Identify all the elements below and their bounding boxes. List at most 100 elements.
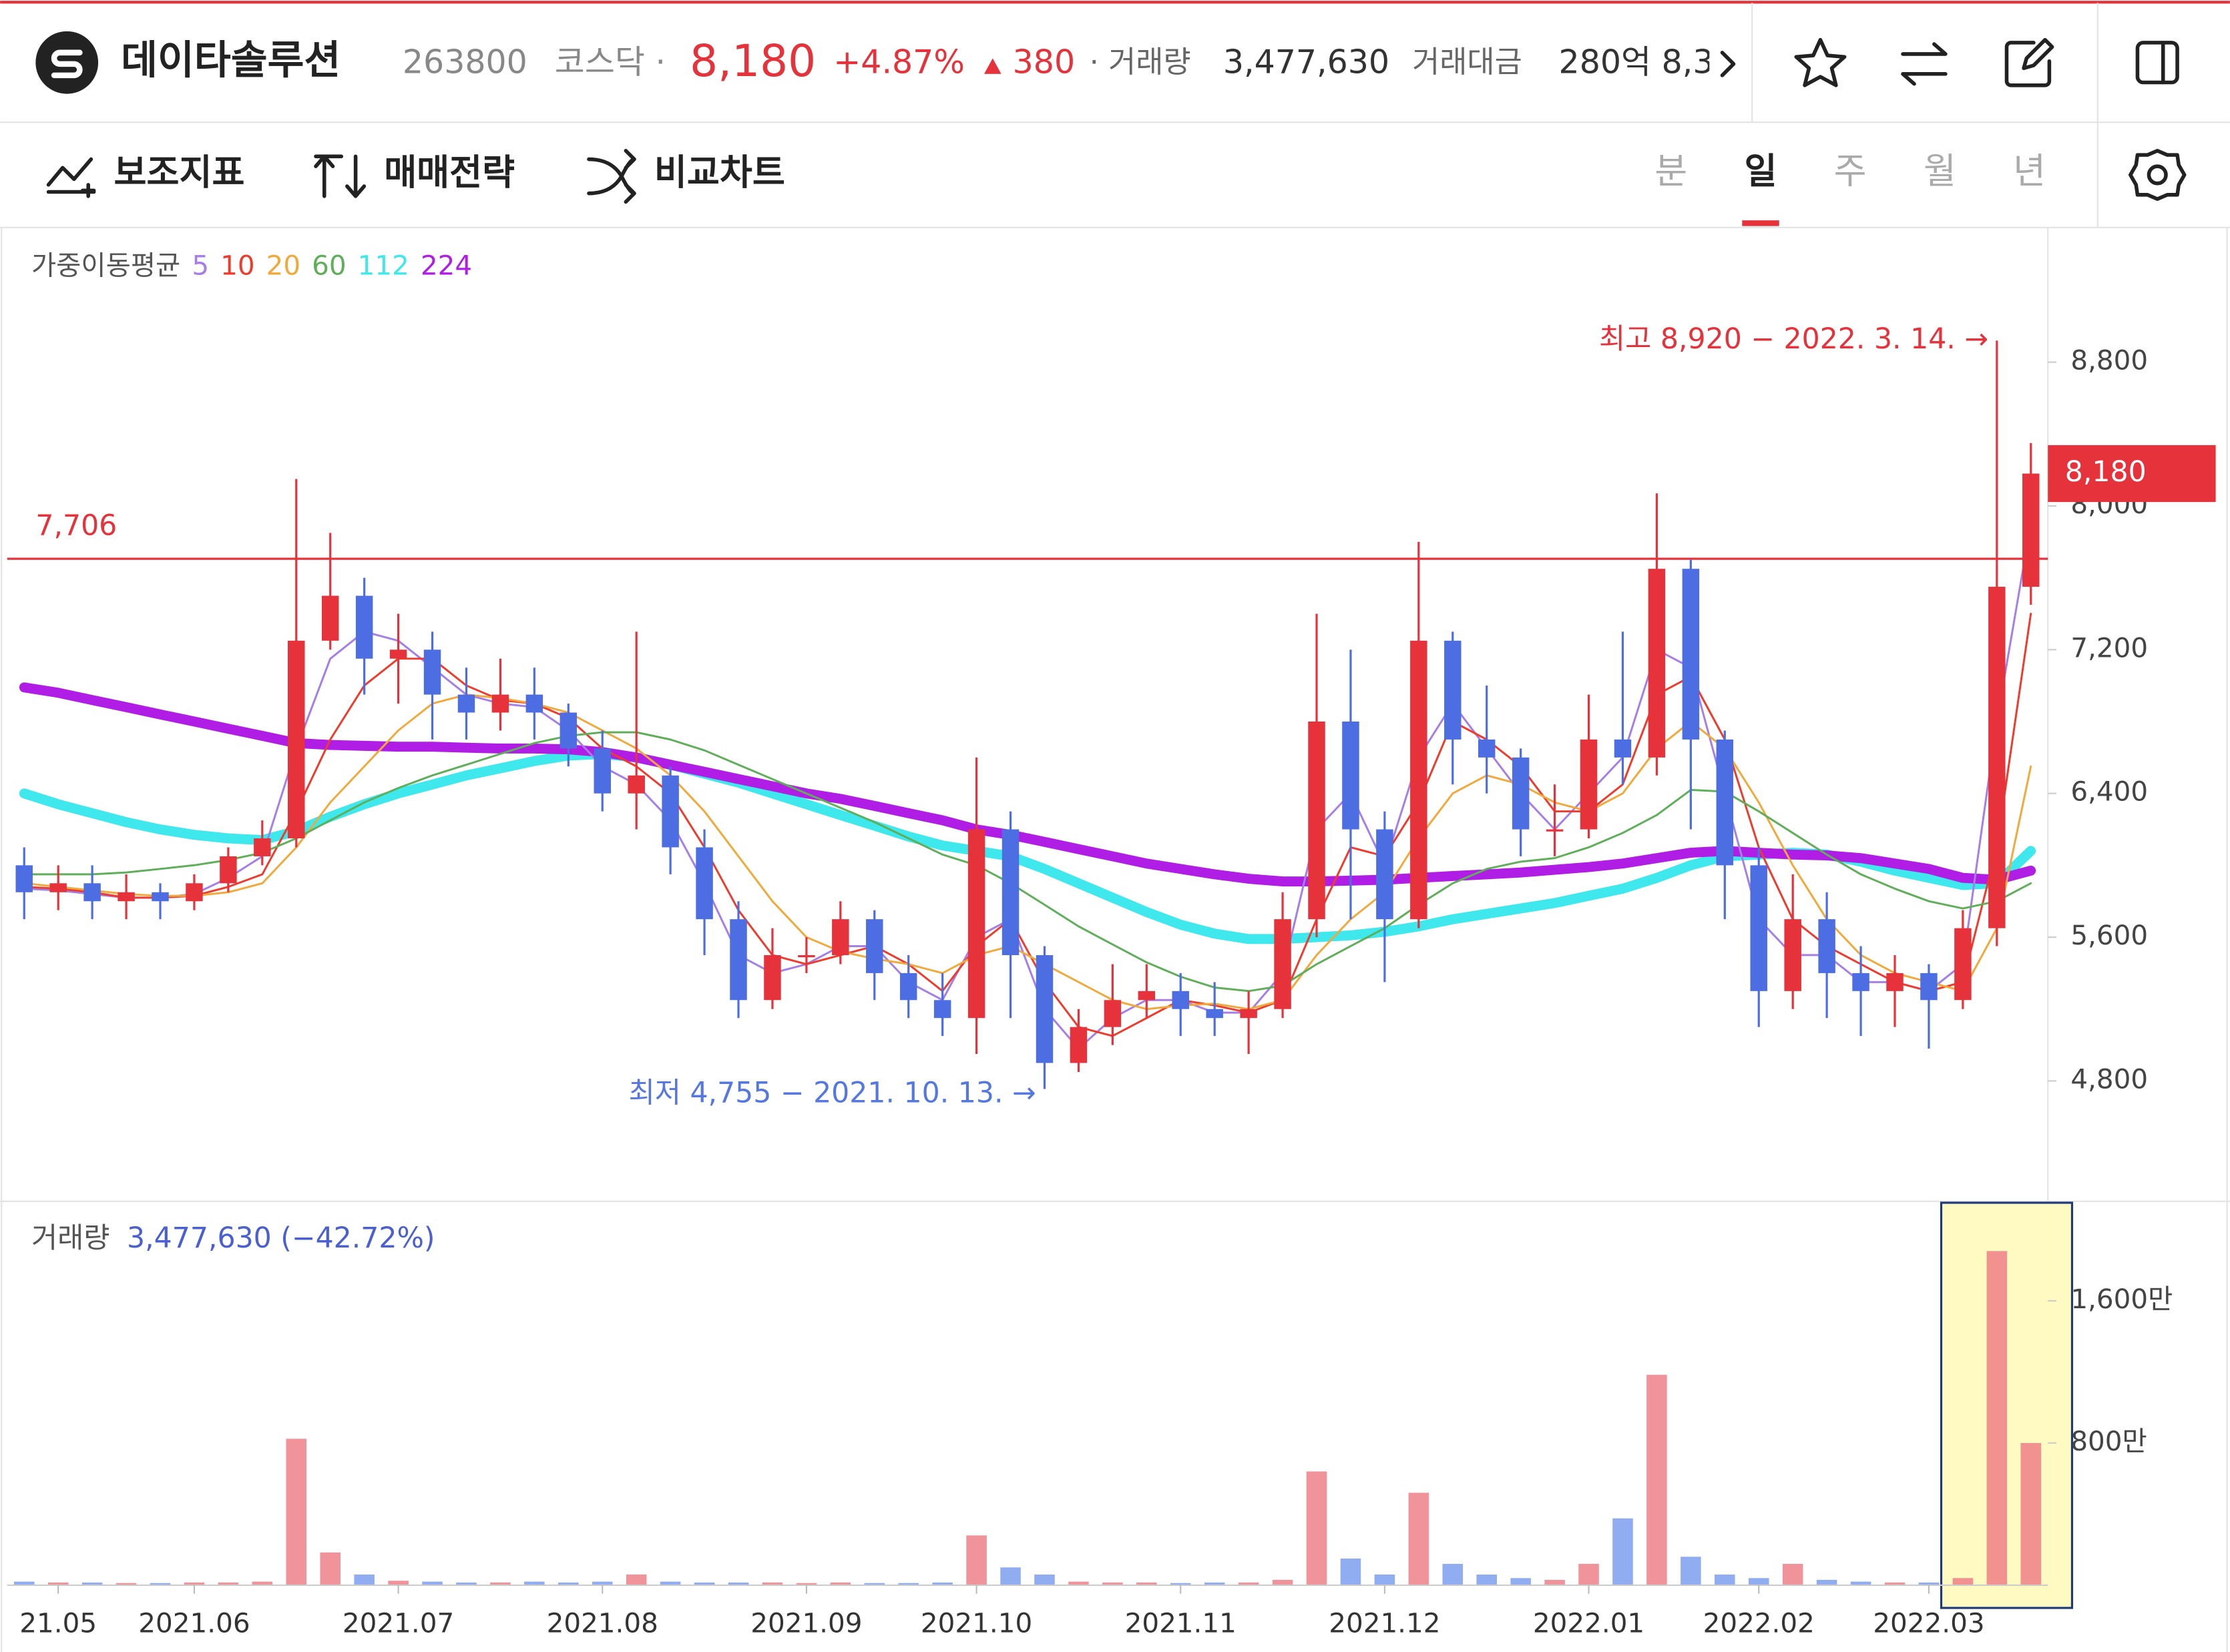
market: 코스닥 · bbox=[555, 43, 666, 81]
candle-body bbox=[1342, 722, 1359, 830]
candle-body bbox=[1784, 919, 1801, 991]
candle-body bbox=[2022, 473, 2040, 587]
candle-body bbox=[118, 892, 135, 902]
volume-bar bbox=[1952, 1578, 1974, 1585]
candle-body bbox=[1240, 1009, 1257, 1019]
candle-body bbox=[1920, 973, 1938, 1001]
candle-body bbox=[491, 694, 509, 713]
candle-body bbox=[423, 649, 441, 695]
volume-bar bbox=[150, 1583, 171, 1585]
settings-icon[interactable] bbox=[2129, 149, 2187, 201]
volume-bar bbox=[1102, 1582, 1123, 1585]
volume-title: 거래량 bbox=[31, 1221, 110, 1255]
volume-bar bbox=[830, 1582, 851, 1585]
period-tab[interactable]: 년 bbox=[2013, 150, 2046, 192]
stock-name: 데이타솔루션 bbox=[121, 37, 341, 83]
annotation: 최저 4,755 − 2021. 10. 13. → bbox=[629, 1077, 1036, 1110]
reference-label: 7,706 bbox=[35, 509, 117, 543]
candle-body bbox=[15, 865, 33, 892]
compare-icon bbox=[587, 149, 636, 204]
y-tick-label: 7,200 bbox=[2070, 631, 2148, 663]
x-tick-label: 2022.01 bbox=[1533, 1607, 1644, 1639]
x-tick-label: 2021.07 bbox=[343, 1607, 454, 1639]
y-tick-label: 5,600 bbox=[2070, 919, 2148, 951]
candle-body bbox=[1001, 829, 1020, 955]
period-tab[interactable]: 일 bbox=[1745, 150, 1777, 192]
x-tick-label: 2021.06 bbox=[138, 1607, 250, 1639]
candle-body bbox=[1138, 991, 1156, 1001]
legend-entry: 60 bbox=[312, 249, 346, 281]
favorite-icon[interactable] bbox=[1794, 37, 1847, 87]
swap-icon[interactable] bbox=[1901, 42, 1948, 86]
candle-body bbox=[1546, 829, 1564, 832]
candle-body bbox=[594, 748, 611, 794]
volume: 3,477,630 bbox=[1223, 43, 1389, 81]
tool[interactable]: 비교차트 bbox=[654, 152, 785, 194]
candle-body bbox=[525, 694, 543, 713]
tool[interactable]: 보조지표 bbox=[114, 152, 245, 194]
edit-icon[interactable] bbox=[2004, 37, 2054, 87]
volume-bar bbox=[184, 1582, 205, 1585]
volume-bar bbox=[1544, 1579, 1565, 1585]
change-pct: +4.87% bbox=[833, 43, 965, 81]
volume-bar bbox=[1681, 1557, 1701, 1585]
candle-body bbox=[1614, 739, 1632, 758]
candle-body bbox=[866, 919, 883, 973]
volume-bar bbox=[1306, 1471, 1327, 1585]
legend-entry: 20 bbox=[266, 249, 300, 281]
volume-bar bbox=[13, 1581, 35, 1585]
strategy-icon bbox=[314, 154, 367, 198]
volume-bar bbox=[1374, 1574, 1395, 1585]
legend-entry: 112 bbox=[358, 249, 409, 281]
x-tick-label: 2021.09 bbox=[750, 1607, 862, 1639]
volume-bar bbox=[252, 1581, 273, 1585]
volume-bar bbox=[1170, 1583, 1191, 1585]
volume-bar bbox=[728, 1582, 749, 1585]
tool[interactable]: 매매전략 bbox=[384, 152, 515, 194]
price: 8,180 bbox=[690, 35, 816, 87]
moving-average bbox=[19, 682, 2036, 887]
x-tick-label: 2021.11 bbox=[1125, 1607, 1237, 1639]
volume-bar bbox=[1340, 1558, 1361, 1585]
candle-body bbox=[1512, 757, 1530, 830]
volume-bar bbox=[456, 1582, 477, 1585]
volume-bar bbox=[1000, 1567, 1021, 1585]
candle-body bbox=[49, 883, 67, 892]
more-arrow[interactable] bbox=[1720, 51, 1736, 77]
volume-bar bbox=[966, 1535, 987, 1585]
legend-entry: 5 bbox=[192, 249, 209, 281]
candle-body bbox=[1988, 587, 2006, 928]
period-tab[interactable]: 분 bbox=[1654, 150, 1687, 192]
x-tick-label: 2021.10 bbox=[921, 1607, 1032, 1639]
volume-bar bbox=[354, 1574, 375, 1585]
last-price-tag bbox=[2048, 445, 2216, 503]
y-tick-label: 1,600만 bbox=[2070, 1283, 2173, 1315]
volume-bar bbox=[320, 1552, 341, 1585]
volume-subtitle: 3,477,630 (−42.72%) bbox=[127, 1221, 435, 1255]
candle-body bbox=[1206, 1009, 1223, 1019]
logo bbox=[35, 31, 99, 94]
volume-bar bbox=[490, 1582, 511, 1585]
annotation: 최고 8,920 − 2022. 3. 14. → bbox=[1599, 322, 1988, 356]
volume-bar bbox=[1646, 1374, 1667, 1585]
volume-bar bbox=[1034, 1574, 1055, 1585]
period-tab[interactable]: 월 bbox=[1924, 150, 1956, 192]
period-tab[interactable]: 주 bbox=[1834, 150, 1867, 192]
candle-body bbox=[560, 712, 578, 749]
candle-body bbox=[389, 649, 407, 659]
candle-body bbox=[1274, 919, 1291, 1009]
candle-body bbox=[1308, 722, 1325, 920]
volume-bar bbox=[1782, 1563, 1803, 1585]
candle-body bbox=[1410, 640, 1427, 920]
volume-bar bbox=[898, 1583, 919, 1585]
volume-bar bbox=[1136, 1582, 1157, 1585]
volume-bar bbox=[762, 1582, 783, 1585]
x-tick-label: 2022.02 bbox=[1703, 1607, 1815, 1639]
panel-icon[interactable] bbox=[2135, 41, 2179, 85]
candle-body bbox=[1478, 739, 1496, 758]
legend-entry: 10 bbox=[220, 249, 254, 281]
candle-body bbox=[288, 640, 305, 838]
